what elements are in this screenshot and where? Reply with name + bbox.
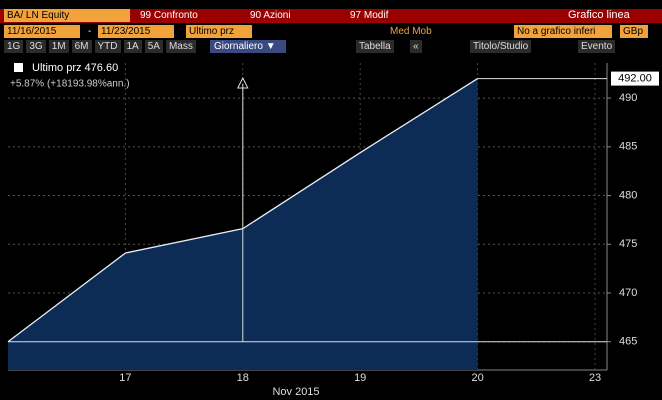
- y-tick-label: 465: [619, 336, 637, 348]
- moving-average[interactable]: Med Mob: [390, 26, 432, 37]
- end-date[interactable]: 11/23/2015: [98, 25, 174, 38]
- period-button[interactable]: YTD: [94, 40, 121, 53]
- x-tick-label: 19: [354, 372, 366, 384]
- value-label: 492.00: [618, 72, 652, 84]
- period-buttons: 1G 3G 1M 6M YTD 1A 5A Mass: [4, 40, 196, 53]
- chart-type[interactable]: Grafico linea: [568, 9, 630, 22]
- legend-change: +5.87% (+18193.98%ann.): [10, 79, 130, 90]
- x-tick-label: 20: [471, 372, 483, 384]
- period-button[interactable]: 6M: [71, 40, 92, 53]
- tool[interactable]: Evento: [578, 40, 616, 53]
- x-tick-label: 17: [119, 372, 131, 384]
- y-tick-label: 490: [619, 92, 637, 104]
- y-tick-label: 470: [619, 287, 637, 299]
- security-field[interactable]: BA/ LN Equity: [4, 9, 130, 22]
- area: [8, 78, 478, 370]
- period-button[interactable]: 1A: [123, 40, 142, 53]
- tool[interactable]: «: [410, 40, 422, 53]
- cursor-arrow: [236, 76, 249, 89]
- x-axis-label: Nov 2015: [272, 386, 319, 398]
- y-tick-label: 475: [619, 238, 637, 250]
- menu-item[interactable]: 97 Modif: [350, 9, 389, 22]
- x-tick-label: 23: [589, 372, 601, 384]
- separator: -: [88, 26, 92, 37]
- x-tick-label: 18: [237, 372, 249, 384]
- period-button[interactable]: 1M: [48, 40, 69, 53]
- legend-label: Ultimo prz 476.60: [32, 62, 118, 74]
- period-button[interactable]: Mass: [165, 40, 196, 53]
- field-select[interactable]: Ultimo prz: [186, 25, 252, 38]
- frequency[interactable]: Giornaliero ▼: [210, 40, 286, 53]
- menu-item[interactable]: 99 Confronto: [140, 9, 198, 22]
- legend-swatch: [14, 63, 23, 72]
- start-date[interactable]: 11/16/2015: [4, 25, 80, 38]
- tool[interactable]: Tabella: [356, 40, 394, 53]
- period-button[interactable]: 3G: [26, 40, 46, 53]
- price-tag: [611, 71, 659, 86]
- y-tick-label: 480: [619, 189, 637, 201]
- currency[interactable]: GBp: [620, 25, 648, 38]
- lower-chart[interactable]: No a grafico inferi: [514, 25, 612, 38]
- menu-item[interactable]: 90 Azioni: [250, 9, 291, 22]
- tool[interactable]: Titolo/Studio: [470, 40, 532, 53]
- legend-box: [8, 59, 138, 90]
- period-button[interactable]: 5A: [144, 40, 163, 53]
- y-tick-label: 485: [619, 141, 637, 153]
- period-button[interactable]: 1G: [4, 40, 24, 53]
